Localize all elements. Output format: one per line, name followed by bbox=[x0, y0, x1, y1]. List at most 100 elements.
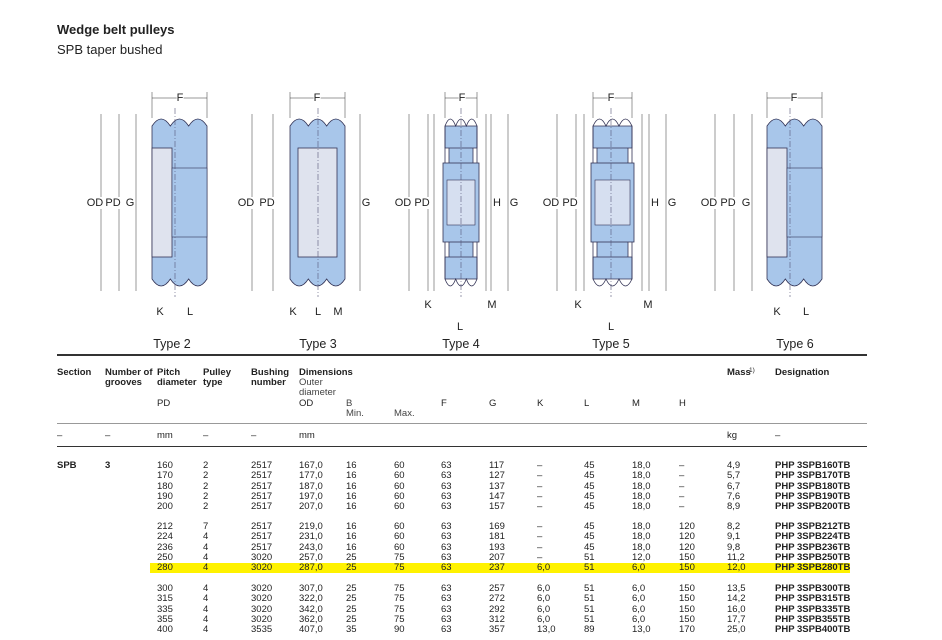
table-cell: 4 bbox=[203, 562, 209, 574]
table-cell: 3020 bbox=[251, 603, 273, 615]
dim-label: K bbox=[424, 299, 432, 311]
table-cell: 3535 bbox=[251, 624, 273, 636]
row-highlight bbox=[150, 563, 850, 574]
table-cell: 6,0 bbox=[537, 583, 551, 594]
header-cell: 1) bbox=[749, 367, 755, 374]
table-cell: 4 bbox=[203, 583, 209, 594]
table-cell: 180 bbox=[157, 480, 173, 492]
table-cell: PHP 3SPB212TB bbox=[775, 521, 851, 532]
table-cell: 2517 bbox=[251, 470, 273, 482]
unit-cell: – bbox=[251, 430, 257, 441]
dim-label: G bbox=[361, 197, 371, 209]
table-cell: 18,0 bbox=[632, 541, 651, 553]
table-cell: – bbox=[537, 541, 543, 553]
dim-label: M bbox=[487, 299, 497, 311]
table-cell: 219,0 bbox=[299, 521, 323, 532]
table-cell: 197,0 bbox=[299, 490, 323, 502]
dim-label: M bbox=[643, 299, 653, 311]
table-cell: – bbox=[537, 460, 543, 471]
table-cell: 5,7 bbox=[727, 470, 741, 482]
hub bbox=[151, 147, 173, 258]
table-cell: 60 bbox=[394, 531, 405, 543]
grooves bbox=[444, 118, 478, 287]
table-cell: PHP 3SPB224TB bbox=[775, 531, 851, 543]
table-cell: PHP 3SPB280TB bbox=[775, 562, 851, 574]
section-cell: SPB bbox=[57, 460, 77, 471]
dim-label: L bbox=[186, 306, 194, 318]
unit-cell: mm bbox=[299, 430, 315, 441]
table-cell: – bbox=[537, 501, 543, 513]
type-caption: Type 4 bbox=[442, 337, 480, 351]
table-cell: 75 bbox=[394, 583, 405, 594]
rule bbox=[57, 423, 867, 424]
table-cell: 25 bbox=[346, 551, 357, 563]
table-cell: 25 bbox=[346, 603, 357, 615]
table-cell: 160 bbox=[157, 460, 173, 471]
table-cell: 60 bbox=[394, 521, 405, 532]
table-cell: 63 bbox=[441, 541, 452, 553]
type-caption: Type 6 bbox=[776, 337, 814, 351]
table-cell: 13,0 bbox=[632, 624, 651, 636]
table-cell: 4 bbox=[203, 603, 209, 615]
dim-label: L bbox=[607, 321, 615, 333]
dim-label: K bbox=[773, 306, 781, 318]
header-cell: Mass bbox=[727, 367, 751, 378]
table-cell: 45 bbox=[584, 521, 595, 532]
table-cell: 2517 bbox=[251, 501, 273, 513]
table-cell: 2 bbox=[203, 460, 209, 471]
table-cell: 6,0 bbox=[537, 562, 551, 574]
table-cell: PHP 3SPB335TB bbox=[775, 603, 851, 615]
table-cell: 16,0 bbox=[727, 603, 746, 615]
table-cell: 16 bbox=[346, 460, 357, 471]
table-cell: 16 bbox=[346, 531, 357, 543]
table-cell: 292 bbox=[489, 603, 505, 615]
table-cell: 3020 bbox=[251, 583, 273, 594]
table-cell: 25,0 bbox=[727, 624, 746, 636]
table-cell: 75 bbox=[394, 562, 405, 574]
table-cell: 51 bbox=[584, 593, 595, 605]
table-cell: 63 bbox=[441, 490, 452, 502]
table-cell: 362,0 bbox=[299, 613, 323, 625]
table-cell: PHP 3SPB250TB bbox=[775, 551, 851, 563]
table-cell: – bbox=[679, 501, 685, 513]
table-cell: PHP 3SPB190TB bbox=[775, 490, 851, 502]
header-cell: Section bbox=[57, 367, 92, 378]
table-cell: 14,2 bbox=[727, 593, 746, 605]
table-cell: 6,0 bbox=[537, 593, 551, 605]
table-cell: – bbox=[679, 460, 685, 471]
table-cell: PHP 3SPB170TB bbox=[775, 470, 851, 482]
table-cell: 2517 bbox=[251, 480, 273, 492]
unit-cell: – bbox=[105, 430, 111, 441]
table-cell: 89 bbox=[584, 624, 595, 636]
table-cell: 8,2 bbox=[727, 521, 741, 532]
table-cell: 60 bbox=[394, 541, 405, 553]
bush bbox=[786, 167, 823, 238]
table-cell: 3020 bbox=[251, 551, 273, 563]
table-cell: 4 bbox=[203, 541, 209, 553]
table-cell: 3020 bbox=[251, 613, 273, 625]
dim-label: M bbox=[333, 306, 343, 318]
table-cell: 18,0 bbox=[632, 480, 651, 492]
header-cell: Number of grooves bbox=[105, 367, 153, 389]
table-cell: 63 bbox=[441, 551, 452, 563]
table-cell: 120 bbox=[679, 531, 695, 543]
table-cell: 147 bbox=[489, 490, 505, 502]
table-cell: 207 bbox=[489, 551, 505, 563]
table-cell: PHP 3SPB400TB bbox=[775, 624, 851, 636]
table-cell: 13,0 bbox=[537, 624, 556, 636]
table-cell: 315 bbox=[157, 593, 173, 605]
table-cell: 6,0 bbox=[537, 613, 551, 625]
table-cell: 63 bbox=[441, 460, 452, 471]
dim-label: OD bbox=[394, 197, 412, 209]
table-cell: 18,0 bbox=[632, 521, 651, 532]
dim-label: PD bbox=[105, 197, 121, 209]
header-cell: Designation bbox=[775, 367, 830, 378]
table-cell: 3020 bbox=[251, 562, 273, 574]
table-cell: 212 bbox=[157, 521, 173, 532]
table-cell: 193 bbox=[489, 541, 505, 553]
table-cell: 150 bbox=[679, 593, 695, 605]
table-cell: 2517 bbox=[251, 490, 273, 502]
table-cell: 150 bbox=[679, 613, 695, 625]
table-cell: 51 bbox=[584, 562, 595, 574]
